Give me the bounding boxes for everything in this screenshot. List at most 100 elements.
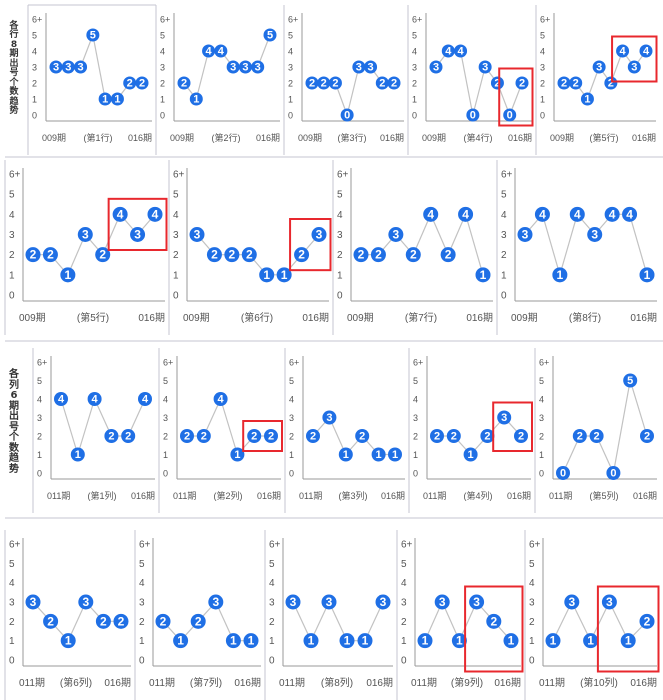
data-label: 0 xyxy=(470,110,476,122)
y-tick-label: 0 xyxy=(540,111,545,121)
y-tick-label: 0 xyxy=(401,656,407,667)
x-end-label: 016期 xyxy=(508,133,532,143)
x-start-label: 009期 xyxy=(42,133,66,143)
y-tick-label: 4 xyxy=(32,47,37,57)
y-tick-label: 4 xyxy=(288,47,293,57)
y-tick-label: 5 xyxy=(412,31,417,41)
chart-title: (第1列) xyxy=(88,490,117,501)
data-point xyxy=(490,76,504,90)
chart-title: (第9列) xyxy=(451,676,483,689)
data-point xyxy=(583,633,599,649)
y-tick-label: 0 xyxy=(413,469,418,479)
y-tick-label: 4 xyxy=(401,578,407,589)
data-point xyxy=(569,76,583,90)
data-label: 4 xyxy=(620,46,627,58)
y-tick-label: 1 xyxy=(9,636,15,647)
data-point xyxy=(370,247,386,263)
data-label: 2 xyxy=(379,78,385,90)
data-point xyxy=(196,429,211,443)
chart-title: (第6列) xyxy=(60,676,92,689)
series-segment xyxy=(77,398,96,455)
chart-title: (第5行) xyxy=(77,311,109,324)
data-label: 3 xyxy=(82,228,89,242)
data-label: 0 xyxy=(344,110,350,122)
data-point xyxy=(247,429,262,443)
data-label: 3 xyxy=(473,595,480,609)
data-point xyxy=(155,613,171,629)
series-segment xyxy=(612,380,631,474)
y-tick-label: 3 xyxy=(289,413,294,423)
data-label: 2 xyxy=(445,248,452,262)
data-point xyxy=(517,227,533,242)
y-tick-label: 3 xyxy=(413,413,418,423)
y-tick-label: 3 xyxy=(539,413,544,423)
data-label: 2 xyxy=(332,78,338,90)
data-label: 2 xyxy=(139,78,145,90)
y-tick-label: 1 xyxy=(412,95,417,105)
y-tick-label: 0 xyxy=(9,656,15,667)
data-point xyxy=(276,267,292,283)
x-start-label: 011期 xyxy=(173,491,196,501)
series-segment xyxy=(464,214,484,275)
data-label: 2 xyxy=(30,248,37,262)
data-label: 4 xyxy=(218,46,225,58)
data-point xyxy=(364,60,378,74)
cols-section-title: 各 列 6 期 出 号 个 数 趋 势 xyxy=(9,369,19,475)
y-tick-label: 6+ xyxy=(269,540,281,551)
series-segment xyxy=(459,50,474,116)
highlight-box xyxy=(289,218,332,272)
data-point xyxy=(352,60,366,74)
data-point xyxy=(405,247,421,263)
data-label: 2 xyxy=(127,78,133,90)
data-point xyxy=(340,108,354,122)
y-tick-label: 6+ xyxy=(9,170,21,181)
data-point xyxy=(321,594,337,610)
y-tick-label: 3 xyxy=(529,598,535,609)
x-end-label: 016期 xyxy=(256,133,280,143)
highlight-box xyxy=(242,420,283,452)
data-label: 2 xyxy=(309,78,315,90)
chart-title: (第8列) xyxy=(321,676,353,689)
y-tick-label: 6+ xyxy=(160,15,170,25)
data-label: 3 xyxy=(78,62,84,74)
data-label: 2 xyxy=(594,431,600,443)
data-point xyxy=(616,44,630,58)
x-end-label: 016期 xyxy=(128,133,152,143)
data-point xyxy=(564,594,580,610)
y-tick-label: 0 xyxy=(501,291,507,302)
data-label: 3 xyxy=(501,412,507,424)
data-label: 3 xyxy=(368,62,374,74)
data-label: 3 xyxy=(591,228,598,242)
y-tick-label: 1 xyxy=(32,95,37,105)
data-point xyxy=(328,76,342,90)
y-tick-label: 0 xyxy=(9,291,15,302)
data-point xyxy=(639,613,655,629)
data-point xyxy=(206,247,222,263)
data-point xyxy=(86,28,100,42)
y-tick-label: 3 xyxy=(401,598,407,609)
y-tick-label: 0 xyxy=(412,111,417,121)
x-end-label: 016期 xyxy=(302,312,329,324)
data-label: 2 xyxy=(99,248,106,262)
highlight-box xyxy=(498,67,534,127)
y-tick-label: 6+ xyxy=(401,540,413,551)
highlight-box xyxy=(611,35,658,83)
chart-title: (第10列) xyxy=(580,676,618,689)
x-start-label: 011期 xyxy=(539,677,565,689)
y-tick-label: 6+ xyxy=(32,15,42,25)
data-label: 4 xyxy=(574,207,581,221)
data-label: 3 xyxy=(631,62,637,74)
y-tick-label: 6+ xyxy=(539,358,549,368)
y-tick-label: 2 xyxy=(288,79,293,89)
y-tick-label: 0 xyxy=(139,656,145,667)
data-label: 3 xyxy=(65,62,71,74)
data-point xyxy=(480,429,495,443)
data-point xyxy=(224,247,240,263)
data-point xyxy=(469,594,485,610)
x-start-label: 011期 xyxy=(411,677,437,689)
data-point xyxy=(627,60,641,74)
y-tick-label: 2 xyxy=(163,432,168,442)
data-label: 2 xyxy=(518,431,524,443)
chart-title: (第5列) xyxy=(590,490,619,501)
